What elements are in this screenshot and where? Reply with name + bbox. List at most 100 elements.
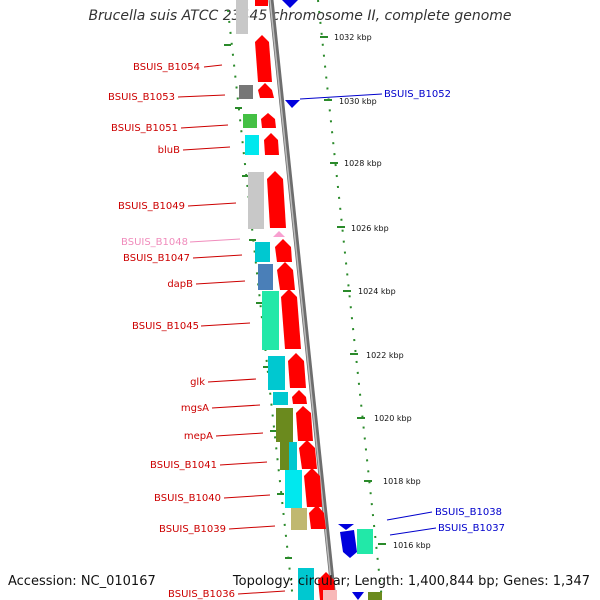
gene-box-b1053 bbox=[239, 85, 253, 99]
gene-box-top-red bbox=[255, 0, 268, 6]
gene-arrow-dapb bbox=[277, 262, 295, 290]
topology-text: Topology: circular; Length: 1,400,844 bp… bbox=[232, 574, 590, 589]
gene-arrow-b1038-head bbox=[338, 524, 354, 530]
gene-label-b1047[interactable]: BSUIS_B1047 bbox=[123, 253, 190, 264]
kbp-tick-1022: 1022 kbp bbox=[350, 351, 404, 360]
gene-label-b1052[interactable]: BSUIS_B1052 bbox=[384, 89, 451, 100]
gene-label-b1051[interactable]: BSUIS_B1051 bbox=[111, 123, 178, 134]
leader-b1038 bbox=[386, 511, 433, 521]
leader-mgsa bbox=[211, 404, 261, 409]
gene-label-b1048[interactable]: BSUIS_B1048 bbox=[121, 237, 188, 248]
kbp-tick-1028: 1028 kbp bbox=[330, 159, 382, 168]
chromosome-backbone-highlight bbox=[269, 0, 334, 600]
gene-arrow-blub bbox=[264, 133, 279, 155]
gene-arrow-b1052 bbox=[285, 100, 300, 108]
gene-label-b1041[interactable]: BSUIS_B1041 bbox=[150, 460, 217, 471]
gene-arrow-b1038 bbox=[340, 530, 357, 558]
gene-box-glk bbox=[268, 356, 285, 390]
leader-b1048 bbox=[189, 238, 241, 243]
gene-arrow-top-blue bbox=[282, 0, 298, 8]
gene-box-mgsa bbox=[273, 392, 288, 405]
leader-b1040 bbox=[223, 494, 271, 499]
leader-dapb bbox=[195, 280, 246, 285]
gene-arrow-mepa bbox=[296, 406, 313, 441]
gene-label-b1036[interactable]: BSUIS_B1036 bbox=[168, 589, 235, 600]
gene-box-dapb bbox=[258, 264, 273, 290]
gene-box-b1036 bbox=[298, 568, 314, 600]
map-title: Brucella suis ATCC 23445 chromosome II, … bbox=[88, 8, 512, 24]
kbp-tick-1024: 1024 kbp bbox=[343, 287, 396, 296]
gene-label-b1053[interactable]: BSUIS_B1053 bbox=[108, 92, 175, 103]
chromosome-backbone bbox=[268, 0, 337, 600]
gene-arrow-b1045 bbox=[281, 289, 301, 349]
gene-box-b1051 bbox=[243, 114, 257, 128]
inner-ring-ticks bbox=[224, 44, 292, 559]
gene-arrow-bottom-blue bbox=[352, 592, 364, 600]
kbp-label-1016: 1016 kbp bbox=[393, 541, 431, 550]
gene-arrow-b1047 bbox=[275, 239, 292, 262]
leader-b1049 bbox=[187, 202, 237, 207]
kbp-tick-1016: 1016 kbp bbox=[378, 541, 431, 550]
gene-label-b1037[interactable]: BSUIS_B1037 bbox=[438, 523, 505, 534]
leader-b1039 bbox=[228, 525, 276, 530]
gene-label-mepa[interactable]: mepA bbox=[184, 431, 213, 442]
kbp-tick-1018: 1018 kbp bbox=[364, 477, 421, 486]
gene-arrow-b1048 bbox=[273, 231, 285, 237]
gene-box-b1045 bbox=[262, 291, 279, 350]
gene-arrow-b1041 bbox=[299, 440, 317, 469]
gene-box-bottom-olive bbox=[368, 592, 382, 600]
leader-mepa bbox=[215, 432, 264, 437]
gene-label-glk[interactable]: glk bbox=[190, 377, 205, 388]
gene-label-dapb[interactable]: dapB bbox=[167, 279, 193, 290]
kbp-label-1028: 1028 kbp bbox=[344, 159, 382, 168]
leader-blub bbox=[182, 146, 231, 151]
gene-arrow-glk bbox=[288, 353, 306, 388]
kbp-label-1026: 1026 kbp bbox=[351, 224, 389, 233]
kbp-label-1018: 1018 kbp bbox=[383, 477, 421, 486]
outer-ring-dotted-line bbox=[317, 0, 383, 600]
gene-arrow-b1053 bbox=[258, 83, 274, 98]
gene-label-b1054[interactable]: BSUIS_B1054 bbox=[133, 62, 200, 73]
gene-label-b1049[interactable]: BSUIS_B1049 bbox=[118, 201, 185, 212]
kbp-label-1020: 1020 kbp bbox=[374, 414, 412, 423]
accession-text: Accession: NC_010167 bbox=[8, 574, 156, 589]
leader-b1051 bbox=[180, 124, 229, 129]
gene-arrow-mgsa bbox=[292, 390, 307, 404]
gene-box-bottom-pink bbox=[323, 590, 337, 600]
gene-box-b1049 bbox=[248, 172, 264, 229]
gene-arrow-b1054 bbox=[255, 35, 272, 82]
leader-b1045 bbox=[200, 322, 251, 327]
gene-arrow-b1040 bbox=[304, 468, 322, 507]
leader-glk bbox=[207, 378, 257, 383]
gene-box-b1041-part bbox=[289, 442, 297, 470]
kbp-tick-1020: 1020 kbp bbox=[357, 414, 412, 423]
gene-arrow-b1039 bbox=[309, 505, 326, 529]
kbp-tick-1026: 1026 kbp bbox=[337, 224, 389, 233]
gene-label-mgsa[interactable]: mgsA bbox=[181, 403, 209, 414]
gene-arrow-b1051 bbox=[261, 113, 276, 128]
kbp-label-1024: 1024 kbp bbox=[358, 287, 396, 296]
gene-label-b1040[interactable]: BSUIS_B1040 bbox=[154, 493, 221, 504]
gene-arrow-b1049 bbox=[267, 171, 286, 228]
kbp-tick-1032: 1032 kbp bbox=[320, 33, 372, 42]
gene-box-b1037 bbox=[357, 529, 373, 554]
gene-box-b1047 bbox=[255, 242, 270, 262]
kbp-tick-1030: 1030 kbp bbox=[324, 97, 377, 106]
gene-box-b1040 bbox=[285, 470, 302, 508]
gene-box-top-gray bbox=[236, 0, 248, 34]
kbp-label-1022: 1022 kbp bbox=[366, 351, 404, 360]
leader-b1052 bbox=[299, 93, 383, 100]
leader-b1047 bbox=[192, 254, 243, 259]
gene-box-blub bbox=[245, 135, 259, 155]
gene-label-b1039[interactable]: BSUIS_B1039 bbox=[159, 524, 226, 535]
gene-box-mepa bbox=[276, 408, 293, 442]
gene-label-blub[interactable]: bluB bbox=[158, 145, 180, 156]
kbp-label-1030: 1030 kbp bbox=[339, 97, 377, 106]
leader-b1041 bbox=[219, 461, 268, 466]
gene-label-b1038[interactable]: BSUIS_B1038 bbox=[435, 507, 502, 518]
leader-b1053 bbox=[177, 94, 226, 98]
gene-box-b1039 bbox=[291, 508, 307, 530]
leader-b1036 bbox=[237, 590, 286, 595]
gene-label-b1045[interactable]: BSUIS_B1045 bbox=[132, 321, 199, 332]
